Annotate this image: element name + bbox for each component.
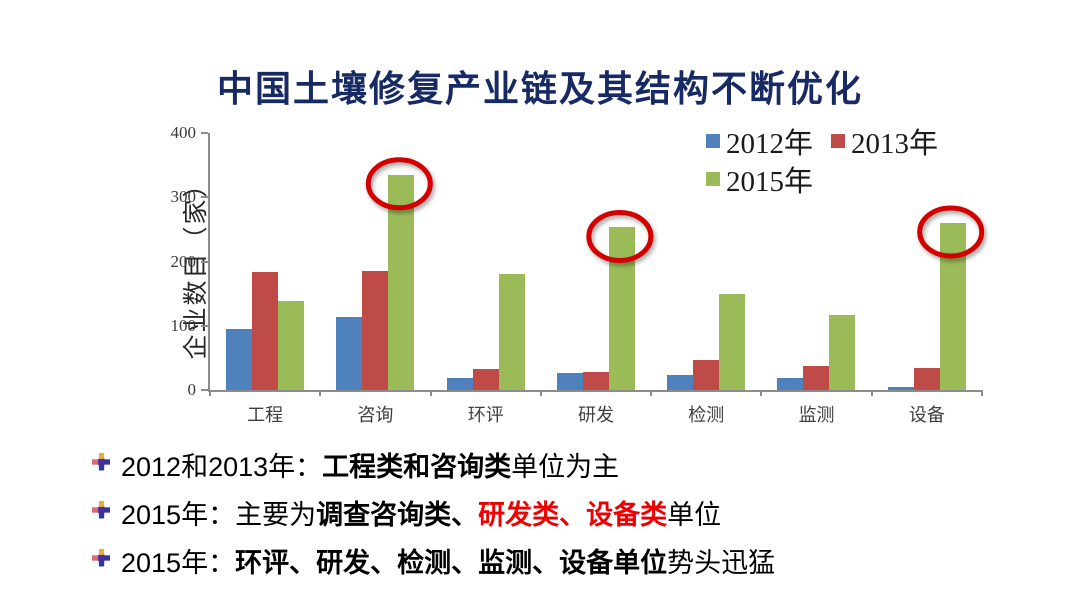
x-axis-category-label: 环评 (467, 405, 504, 425)
highlight-circle (586, 209, 654, 263)
x-axis-tick-mark (650, 390, 653, 396)
bullet-segment: 单位 (667, 499, 722, 530)
y-axis-tick-mark (201, 389, 208, 391)
x-axis-tick-mark (981, 390, 983, 396)
chart-legend: 2012年 2013年 2015年 (706, 122, 1006, 198)
bullet-segment: 2015年：主要为 (121, 499, 317, 530)
bar-2015-cat3 (608, 227, 635, 390)
plus-star-bullet-icon (92, 452, 110, 476)
bar-2013-cat1 (362, 270, 389, 390)
bullet-list: 2012和2013年：工程类和咨询类单位为主 2015年：主要为调查咨询类、研发类… (92, 440, 775, 584)
x-axis-category-label: 检测 (688, 405, 725, 425)
page-title: 中国土壤修复产业链及其结构不断优化 (216, 68, 863, 110)
legend-item: 2015年 (706, 158, 813, 200)
legend-label: 2013年 (851, 128, 939, 160)
bar-2012-cat1 (336, 316, 363, 390)
x-axis-category-label: 监测 (798, 405, 835, 425)
bar-2015-cat0 (278, 301, 304, 390)
bar-2015-cat4 (719, 293, 746, 390)
bar-2012-cat3 (556, 373, 583, 390)
bar-2015-cat2 (498, 274, 525, 390)
bar-2012-cat5 (777, 377, 804, 390)
y-axis-tick-label: 0 (187, 380, 197, 399)
y-axis-tick-mark (201, 196, 208, 199)
legend-row: 2012年 2013年 (706, 122, 1006, 160)
legend-row: 2015年 (706, 160, 1006, 198)
x-axis-category-label: 设备 (908, 405, 945, 425)
y-axis-tick-label: 200 (170, 251, 197, 271)
bullet-text: 2015年：主要为调查咨询类、研发类、设备类单位 (121, 493, 721, 532)
bullet-segment: 2015年： (121, 547, 236, 578)
x-axis-category-label: 咨询 (357, 405, 394, 425)
legend-swatch-icon (706, 134, 720, 148)
bar-2013-cat6 (913, 368, 940, 390)
bullet-item: 2015年：主要为调查咨询类、研发类、设备类单位 (92, 488, 775, 536)
plus-star-bullet-icon (92, 548, 110, 572)
legend-item: 2013年 (831, 120, 938, 162)
bullet-segment: 调查咨询类、 (316, 499, 479, 530)
bullet-item: 2015年：环评、研发、检测、监测、设备单位势头迅猛 (92, 536, 775, 584)
y-axis-tick-label: 300 (170, 187, 197, 207)
x-axis-tick-mark (209, 390, 211, 396)
bar-2012-cat6 (887, 386, 914, 390)
bullet-segment: 2012和2013年： (121, 451, 323, 482)
bar-2013-cat3 (582, 372, 609, 390)
bar-2012-cat4 (667, 375, 694, 390)
bullet-segment: 工程类和咨询类 (322, 451, 512, 482)
bar-2012-cat2 (446, 378, 473, 390)
y-axis-tick-label: 400 (170, 123, 197, 142)
legend-swatch-icon (831, 134, 846, 148)
legend-item: 2012年 (706, 120, 813, 162)
x-axis-category-label: 研发 (577, 405, 614, 425)
bar-2013-cat2 (472, 369, 499, 390)
bar-2012-cat0 (226, 328, 252, 390)
x-axis-tick-mark (760, 390, 763, 396)
y-axis-tick-mark (201, 324, 208, 327)
highlight-circle (917, 205, 985, 259)
x-axis-tick-mark (870, 390, 873, 396)
bar-2013-cat0 (252, 272, 278, 390)
bar-chart-plot-area: 0 100 200 300 400 工程 咨询 环评 研发 检测 监测 设备 (171, 123, 983, 425)
y-axis-tick-mark (201, 132, 208, 134)
bullet-text: 2015年：环评、研发、检测、监测、设备单位势头迅猛 (121, 541, 775, 580)
x-axis-tick-mark (539, 390, 542, 396)
bar-2013-cat4 (693, 359, 720, 390)
legend-label: 2015年 (726, 166, 814, 198)
bullet-segment: 单位为主 (511, 451, 620, 482)
x-axis-category-label: 工程 (247, 405, 284, 425)
bar-2015-cat1 (388, 174, 415, 390)
bar-2015-cat5 (829, 315, 856, 390)
bullet-segment: 势头迅猛 (667, 547, 776, 578)
y-axis-tick-label: 100 (170, 315, 197, 335)
y-axis-tick-mark (201, 260, 208, 263)
highlight-circle (365, 157, 433, 211)
x-axis-tick-mark (319, 390, 322, 396)
bar-2015-cat6 (939, 222, 966, 390)
bullet-text: 2012和2013年：工程类和咨询类单位为主 (121, 445, 619, 484)
bar-2013-cat5 (803, 366, 830, 390)
legend-label: 2012年 (726, 128, 814, 160)
legend-swatch-icon (706, 172, 720, 186)
x-axis-tick-mark (429, 390, 432, 396)
bullet-segment-red: 研发类、设备类 (478, 499, 668, 530)
bullet-item: 2012和2013年：工程类和咨询类单位为主 (92, 440, 775, 488)
highlight-circles-layer (365, 157, 985, 263)
plus-star-bullet-icon (92, 500, 110, 524)
bullet-segment: 环评、研发、检测、监测、设备单位 (235, 547, 668, 578)
